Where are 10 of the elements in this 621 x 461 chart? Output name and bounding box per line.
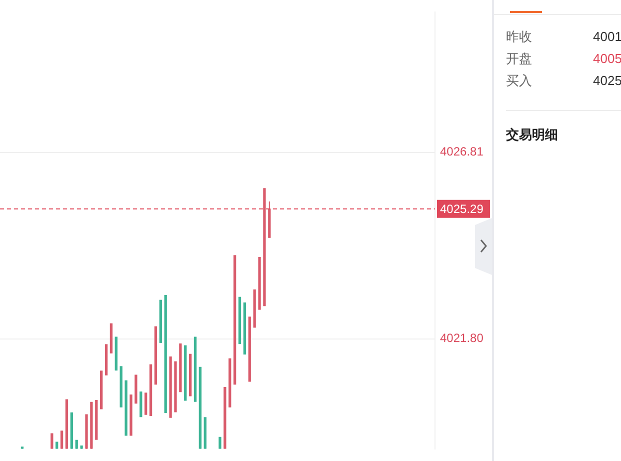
category-label: 买入 [506,73,532,88]
y-tick-label: 4026.81 [440,144,484,159]
text: 交易明细 [506,126,558,144]
ref-line-label: 4025.29 [440,202,484,216]
category-label: 开盘 [506,51,532,66]
y-tick-label: 4021.80 [440,331,484,346]
text: 4025 [593,73,621,88]
text: 4001 [593,29,621,44]
text: 4005 [593,51,621,66]
category-label: 昨收 [506,29,532,44]
